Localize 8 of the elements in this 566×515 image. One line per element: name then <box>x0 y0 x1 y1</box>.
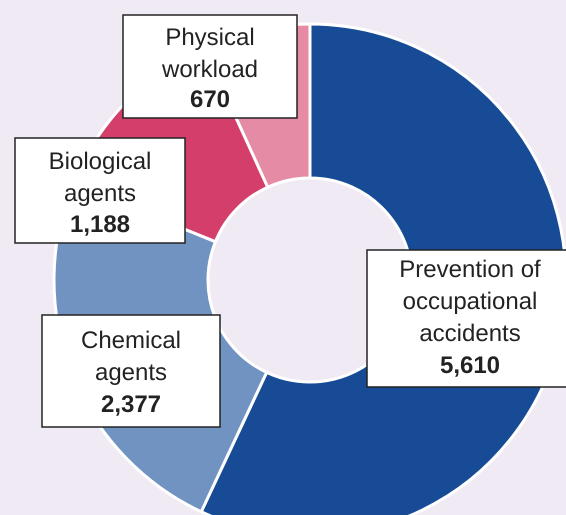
data-label: 1,188 <box>70 211 130 238</box>
slice-label: Prevention of occupational accidents <box>399 256 542 347</box>
data-label: 670 <box>190 86 230 113</box>
data-label: 2,377 <box>100 391 162 418</box>
slice-label: Biological agents <box>48 148 152 207</box>
slice-label: Physical workload <box>160 24 258 83</box>
slice-label: Chemical agents <box>80 327 182 386</box>
data-label: 5,610 <box>440 352 500 379</box>
